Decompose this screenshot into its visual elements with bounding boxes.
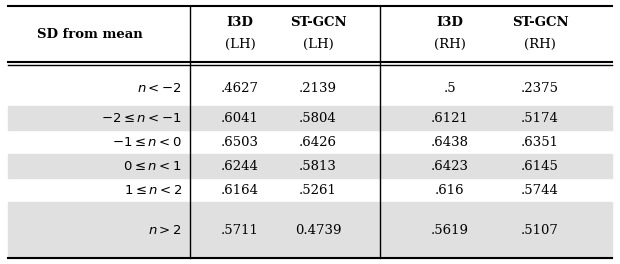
Text: $n < -2$: $n < -2$ [137,82,182,96]
Text: $n > 2$: $n > 2$ [148,224,182,237]
Text: .2375: .2375 [521,82,559,96]
Text: (LH): (LH) [303,37,334,50]
Text: .5813: .5813 [299,159,337,172]
Text: .5619: .5619 [431,224,469,237]
Text: .6351: .6351 [521,135,559,148]
Text: .5261: .5261 [299,183,337,196]
Text: I3D: I3D [226,16,254,29]
Text: (RH): (RH) [524,37,556,50]
Bar [8,154,612,178]
Text: I3D: I3D [436,16,463,29]
Text: .6423: .6423 [431,159,469,172]
Text: .4627: .4627 [221,82,259,96]
Text: ST-GCN: ST-GCN [290,16,347,29]
Text: (RH): (RH) [434,37,466,50]
Text: $-1 \leq n < 0$: $-1 \leq n < 0$ [112,135,182,148]
Text: .5804: .5804 [299,111,337,125]
Text: .5107: .5107 [521,224,559,237]
Text: .2139: .2139 [299,82,337,96]
Text: $0 \leq n < 1$: $0 \leq n < 1$ [123,159,182,172]
Text: (LH): (LH) [224,37,255,50]
Text: .6121: .6121 [431,111,469,125]
Text: .6438: .6438 [431,135,469,148]
Text: .5744: .5744 [521,183,559,196]
Text: .5711: .5711 [221,224,259,237]
Text: .5: .5 [444,82,456,96]
Text: $1 \leq n < 2$: $1 \leq n < 2$ [123,183,182,196]
Text: .616: .616 [435,183,465,196]
Text: $-2 \leq n < -1$: $-2 \leq n < -1$ [101,111,182,125]
Text: .5174: .5174 [521,111,559,125]
Text: .6503: .6503 [221,135,259,148]
Text: .6244: .6244 [221,159,259,172]
Text: .6041: .6041 [221,111,259,125]
Text: .6164: .6164 [221,183,259,196]
Bar [8,106,612,130]
Text: ST-GCN: ST-GCN [512,16,569,29]
Text: SD from mean: SD from mean [37,27,143,40]
Text: .6426: .6426 [299,135,337,148]
Text: .6145: .6145 [521,159,559,172]
Text: 0.4739: 0.4739 [294,224,341,237]
